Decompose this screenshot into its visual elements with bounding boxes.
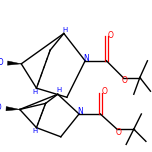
Text: H: H	[62, 27, 67, 33]
Text: H: H	[32, 128, 38, 135]
Text: H: H	[32, 89, 38, 95]
Text: H: H	[56, 87, 61, 93]
Text: HO: HO	[0, 58, 4, 67]
Text: O: O	[101, 87, 107, 97]
Text: HO: HO	[0, 103, 2, 112]
Text: O: O	[122, 76, 128, 85]
Text: N: N	[77, 107, 83, 116]
Text: N: N	[83, 54, 89, 63]
Text: O: O	[116, 128, 121, 137]
Text: O: O	[107, 31, 113, 40]
Polygon shape	[6, 107, 20, 111]
Polygon shape	[7, 61, 21, 65]
